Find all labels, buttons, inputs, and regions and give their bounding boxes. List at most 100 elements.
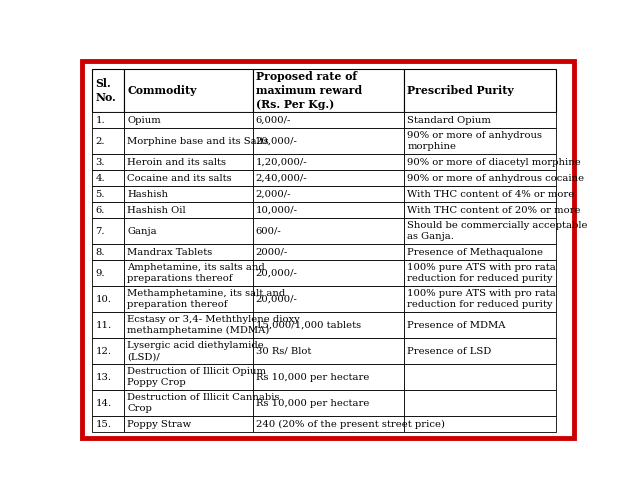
Bar [92,244,124,260]
Bar [92,364,124,390]
Bar [404,416,556,432]
Bar [404,202,556,218]
Text: 2.: 2. [95,136,105,146]
Text: 9.: 9. [95,269,105,278]
Text: 2,40,000/-: 2,40,000/- [255,173,307,183]
Bar [404,128,556,154]
Bar [92,416,124,432]
Bar [124,364,253,390]
Text: Heroin and its salts: Heroin and its salts [127,158,227,166]
Text: Amphetamine, its salts and
preparations thereof: Amphetamine, its salts and preparations … [127,263,265,284]
Text: 20,000/-: 20,000/- [255,295,298,304]
Bar [124,154,253,170]
Bar [92,286,124,312]
Bar [253,128,404,154]
Text: Destruction of Illicit Opium
Poppy Crop: Destruction of Illicit Opium Poppy Crop [127,367,266,387]
Text: 1.: 1. [95,116,105,124]
Text: Hashish Oil: Hashish Oil [127,206,186,215]
Bar [253,260,404,286]
Bar [92,128,124,154]
Text: 240 (20% of the present street price): 240 (20% of the present street price) [255,419,445,429]
Text: Lysergic acid diethylamide
(LSD)/: Lysergic acid diethylamide (LSD)/ [127,341,264,361]
Text: 90% or more of diacetyl morphine: 90% or more of diacetyl morphine [407,158,581,166]
Bar [253,218,404,244]
Text: 30 Rs/ Blot: 30 Rs/ Blot [255,347,311,356]
Bar [253,286,404,312]
Bar [404,312,556,338]
Bar [253,69,404,112]
Text: Standard Opium: Standard Opium [407,116,491,124]
Bar [124,244,253,260]
Text: Hashish: Hashish [127,190,168,199]
Bar [124,416,253,432]
Text: Destruction of Illicit Cannabis
Crop: Destruction of Illicit Cannabis Crop [127,393,280,413]
Bar [404,260,556,286]
Bar [253,416,404,432]
Bar [92,170,124,186]
Bar [253,390,404,416]
Bar [404,186,556,202]
Text: 90% or more of anhydrous cocaine: 90% or more of anhydrous cocaine [407,173,584,183]
Text: With THC content of 20% or more: With THC content of 20% or more [407,206,581,215]
Text: 20,000/-: 20,000/- [255,136,298,146]
Text: 5.: 5. [95,190,105,199]
Text: 11.: 11. [95,321,111,329]
Bar [404,170,556,186]
Bar [253,338,404,364]
Text: 1,20,000/-: 1,20,000/- [255,158,307,166]
Bar [124,218,253,244]
Bar [253,312,404,338]
Bar [92,202,124,218]
Text: Proposed rate of
maximum reward
(Rs. Per Kg.): Proposed rate of maximum reward (Rs. Per… [255,71,362,110]
Text: Commodity: Commodity [127,85,197,96]
Bar [124,260,253,286]
Text: 15.: 15. [95,419,111,428]
Bar [92,69,124,112]
Text: 100% pure ATS with pro rata
reduction for reduced purity: 100% pure ATS with pro rata reduction fo… [407,263,556,284]
Text: 6,000/-: 6,000/- [255,116,291,124]
Text: Sl.
No.: Sl. No. [95,78,116,103]
Bar [404,69,556,112]
Bar [253,244,404,260]
Bar [253,154,404,170]
Text: 13.: 13. [95,372,111,381]
Bar [92,338,124,364]
Bar [124,338,253,364]
Bar [253,170,404,186]
Bar [404,338,556,364]
Bar [404,112,556,128]
Text: Mandrax Tablets: Mandrax Tablets [127,248,212,257]
Text: 14.: 14. [95,399,111,408]
Text: 8.: 8. [95,248,105,257]
Text: Ecstasy or 3,4- Meththylene dioxy
methamphetamine (MDMA): Ecstasy or 3,4- Meththylene dioxy metham… [127,315,300,335]
Bar [124,69,253,112]
Text: 100% pure ATS with pro rata
reduction for reduced purity: 100% pure ATS with pro rata reduction fo… [407,289,556,309]
Text: Rs 10,000 per hectare: Rs 10,000 per hectare [255,372,369,381]
Bar [92,260,124,286]
Text: Presence of MDMA: Presence of MDMA [407,321,506,329]
Text: 7.: 7. [95,227,105,236]
Bar [404,218,556,244]
Bar [124,186,253,202]
Bar [92,218,124,244]
Bar [404,390,556,416]
Text: Methamphetamine, its salt and
preparation thereof: Methamphetamine, its salt and preparatio… [127,289,285,309]
Text: 90% or more of anhydrous
morphine: 90% or more of anhydrous morphine [407,131,542,151]
Text: Rs 10,000 per hectare: Rs 10,000 per hectare [255,399,369,408]
Text: 10.: 10. [95,295,111,304]
Text: Opium: Opium [127,116,161,124]
Text: 10,000/-: 10,000/- [255,206,298,215]
Bar [92,154,124,170]
Text: Poppy Straw: Poppy Straw [127,419,191,428]
Bar [124,312,253,338]
Text: Prescribed Purity: Prescribed Purity [407,85,514,96]
Text: Presence of Methaqualone: Presence of Methaqualone [407,248,543,257]
Text: With THC content of 4% or more: With THC content of 4% or more [407,190,575,199]
Text: 4.: 4. [95,173,105,183]
Text: Should be commercially acceptable
as Ganja.: Should be commercially acceptable as Gan… [407,221,588,242]
Bar [92,312,124,338]
Text: 12.: 12. [95,347,111,356]
Text: 600/-: 600/- [255,227,282,236]
Text: Cocaine and its salts: Cocaine and its salts [127,173,232,183]
Bar [124,202,253,218]
